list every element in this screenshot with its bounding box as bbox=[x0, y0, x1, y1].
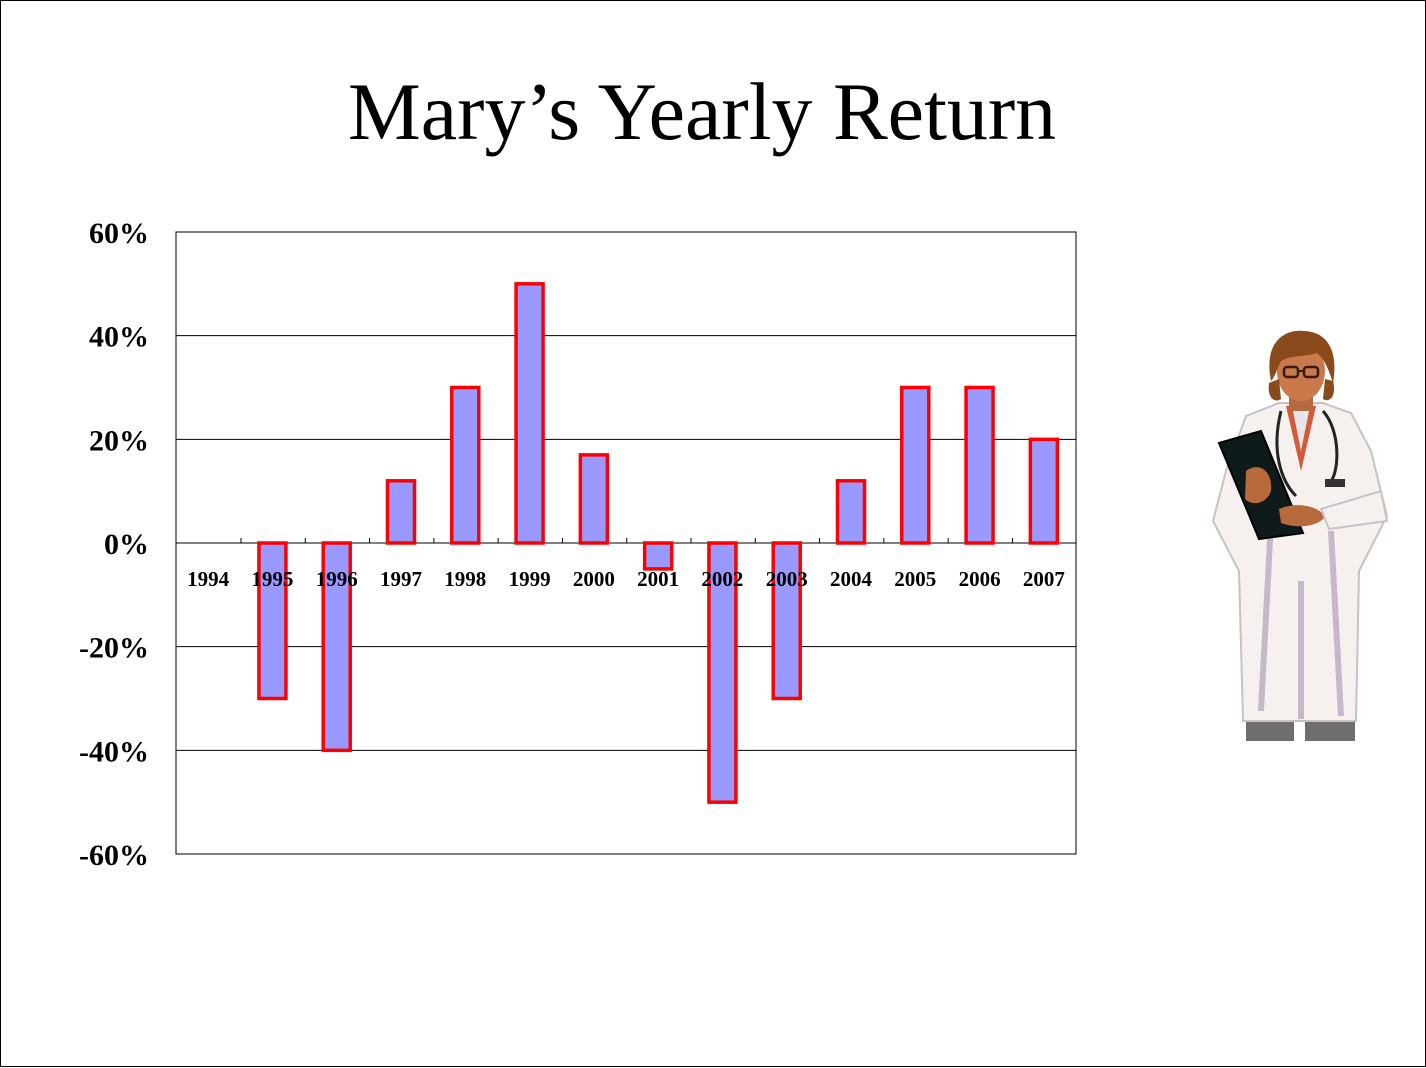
bar-1995 bbox=[257, 541, 288, 701]
bar-2001 bbox=[642, 541, 674, 571]
y-tick-label: 0% bbox=[104, 528, 149, 561]
bars bbox=[257, 282, 1060, 804]
bar-1997 bbox=[385, 479, 417, 545]
bar-2000 bbox=[578, 453, 610, 545]
x-tick-label: 2001 bbox=[637, 567, 679, 591]
bar-2003 bbox=[771, 541, 802, 701]
bar-2007 bbox=[1028, 437, 1060, 545]
x-tick-label: 2007 bbox=[1023, 567, 1065, 591]
bar-1996 bbox=[321, 541, 352, 753]
plot-area-border bbox=[175, 231, 1077, 855]
x-tick-label: 2006 bbox=[959, 567, 1001, 591]
y-tick-label: 40% bbox=[89, 321, 149, 354]
x-tick-label: 1997 bbox=[380, 567, 422, 591]
x-tick-label: 1994 bbox=[187, 567, 230, 591]
y-tick-label: -40% bbox=[79, 735, 149, 768]
chart-title: Mary’s Yearly Return bbox=[347, 66, 1057, 157]
x-tick-label: 2002 bbox=[701, 567, 743, 591]
x-tick-label: 2003 bbox=[766, 567, 808, 591]
x-tick-label: 1998 bbox=[444, 567, 486, 591]
x-tick-label: 1999 bbox=[509, 567, 551, 591]
y-axis-ticks: 60% 40% 20% 0% -20% -40% -60% bbox=[79, 217, 149, 872]
y-tick-label: -20% bbox=[79, 632, 149, 665]
x-tick-label: 2004 bbox=[830, 567, 873, 591]
bar-2002 bbox=[707, 541, 738, 804]
x-tick-label: 1995 bbox=[251, 567, 293, 591]
y-tick-label: 20% bbox=[89, 424, 149, 457]
gridlines bbox=[176, 231, 1076, 855]
doctor-illustration bbox=[1211, 330, 1389, 741]
bar-1999 bbox=[514, 282, 545, 545]
x-axis-ticks: 1994 1995 1996 1997 1998 1999 2000 2001 2002 2003… bbox=[187, 567, 1065, 591]
x-tick-label: 1996 bbox=[316, 567, 358, 591]
y-tick-label: -60% bbox=[79, 839, 149, 872]
bar-1998 bbox=[450, 385, 481, 545]
plot-frame bbox=[175, 231, 1077, 855]
y-tick-label: 60% bbox=[89, 217, 149, 250]
x-tick-label: 2005 bbox=[894, 567, 936, 591]
x-tick-label: 2000 bbox=[573, 567, 615, 591]
bar-2004 bbox=[835, 479, 867, 545]
bar-2005 bbox=[900, 385, 931, 545]
bar-2006 bbox=[964, 385, 995, 545]
